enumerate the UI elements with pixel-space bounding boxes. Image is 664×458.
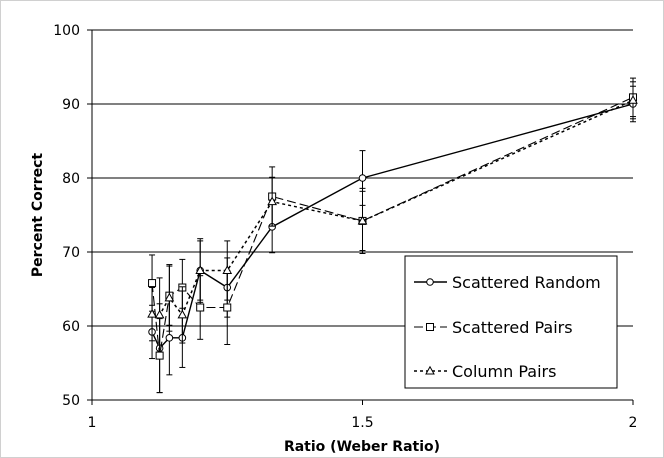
data-point	[165, 334, 174, 342]
x-axis-title: Ratio (Weber Ratio)	[284, 439, 440, 455]
data-point	[223, 303, 232, 312]
legend-label-scattered-random: Scattered Random	[452, 273, 601, 292]
data-point	[195, 265, 206, 274]
legend-label-scattered-pairs: Scattered Pairs	[452, 318, 573, 337]
data-point	[155, 351, 164, 360]
y-tick-label: 90	[62, 97, 80, 113]
y-tick-label: 60	[62, 319, 80, 335]
data-point	[147, 308, 157, 318]
legend: Scattered Random Scattered Pairs Column Pa…	[404, 255, 618, 389]
legend-marker-column-pairs	[425, 365, 435, 375]
x-tick-label: 1	[88, 415, 97, 431]
y-tick-label: 70	[62, 245, 80, 261]
data-point	[358, 174, 367, 182]
legend-marker-scattered-random	[426, 278, 434, 286]
data-point	[154, 309, 165, 319]
x-tick-label: 2	[629, 415, 638, 431]
data-point	[148, 279, 157, 288]
data-point	[164, 292, 175, 302]
legend-label-column-pairs: Column Pairs	[452, 362, 556, 381]
y-tick-label: 100	[53, 23, 80, 39]
y-tick-label: 80	[62, 171, 80, 187]
x-tick-label: 1.5	[351, 415, 373, 431]
series-column-pairs	[147, 81, 638, 353]
legend-marker-scattered-pairs	[426, 323, 434, 331]
plot-area	[147, 77, 638, 394]
data-point	[196, 303, 205, 312]
data-point	[357, 215, 368, 225]
data-point	[177, 309, 188, 319]
y-tick-label: 50	[62, 393, 80, 409]
legend-box	[404, 255, 618, 389]
data-point	[222, 265, 233, 274]
data-point	[267, 196, 278, 206]
data-point	[628, 95, 638, 104]
y-axis-title: Percent Correct	[30, 153, 46, 277]
axes: 50 60 70 80 90 100 1 1.5 2	[53, 23, 637, 431]
